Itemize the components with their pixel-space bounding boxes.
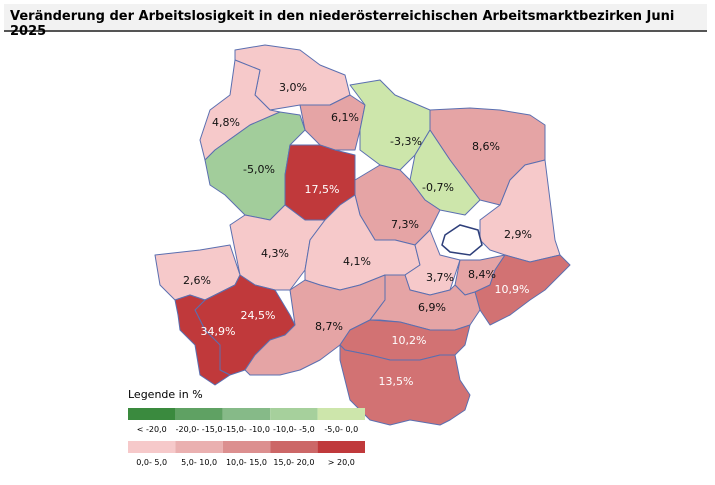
district bbox=[244, 274, 386, 376]
legend-label: -15,0- -10,0 bbox=[223, 425, 270, 434]
district-label: 8,7% bbox=[315, 320, 343, 333]
district-label: 17,5% bbox=[305, 183, 340, 196]
district-label: 4,3% bbox=[261, 247, 289, 260]
district-label: 6,1% bbox=[331, 111, 359, 124]
district-label: 8,4% bbox=[468, 268, 496, 281]
legend-label: > 20,0 bbox=[328, 458, 355, 467]
district-label: 10,2% bbox=[392, 334, 427, 347]
district-label: 3,7% bbox=[426, 271, 454, 284]
legend-swatch bbox=[128, 441, 176, 453]
district bbox=[339, 344, 471, 426]
title-bar: Veränderung der Arbeitslosigkeit in den … bbox=[4, 4, 707, 39]
vienna-gap bbox=[441, 224, 483, 256]
district bbox=[474, 254, 571, 326]
legend-swatch bbox=[317, 441, 365, 453]
district-label: 4,1% bbox=[343, 255, 371, 268]
legend-label: 0,0- 5,0 bbox=[136, 458, 167, 467]
district-label: 24,5% bbox=[241, 309, 276, 322]
district-label: 13,5% bbox=[379, 375, 414, 388]
legend-swatch bbox=[175, 408, 223, 420]
district-label: 34,9% bbox=[201, 325, 236, 338]
legend-swatch bbox=[222, 408, 271, 420]
district-label: 2,6% bbox=[183, 274, 211, 287]
legend-swatch bbox=[175, 441, 223, 453]
district bbox=[299, 94, 366, 151]
district-label: 4,8% bbox=[212, 116, 240, 129]
legend-label: -10,0- -5,0 bbox=[273, 425, 315, 434]
district-label: 7,3% bbox=[391, 218, 419, 231]
district bbox=[229, 204, 326, 291]
legend-label: 15,0- 20,0 bbox=[273, 458, 314, 467]
district-label: 6,9% bbox=[418, 301, 446, 314]
district-label: 3,0% bbox=[279, 81, 307, 94]
legend-label: 5,0- 10,0 bbox=[181, 458, 217, 467]
district-label: 10,9% bbox=[495, 283, 530, 296]
legend-swatch bbox=[317, 408, 365, 420]
legend-label: -20,0- -15,0 bbox=[176, 425, 223, 434]
legend-swatch bbox=[128, 408, 176, 420]
legend-swatch bbox=[270, 441, 318, 453]
legend-swatch bbox=[222, 441, 271, 453]
title: Veränderung der Arbeitslosigkeit in den … bbox=[10, 9, 675, 39]
district-label: -5,0% bbox=[243, 163, 275, 176]
district-label: 8,6% bbox=[472, 140, 500, 153]
legend-title: Legende in % bbox=[128, 388, 203, 401]
legend-label: < -20,0 bbox=[137, 425, 167, 434]
district bbox=[174, 294, 231, 386]
district-label: -3,3% bbox=[390, 135, 422, 148]
district-label: 2,9% bbox=[504, 228, 532, 241]
legend-label: 10,0- 15,0 bbox=[226, 458, 267, 467]
district-label: -0,7% bbox=[422, 181, 454, 194]
district bbox=[349, 79, 431, 171]
legend-label: -5,0- 0,0 bbox=[324, 425, 358, 434]
legend-swatch bbox=[270, 408, 318, 420]
